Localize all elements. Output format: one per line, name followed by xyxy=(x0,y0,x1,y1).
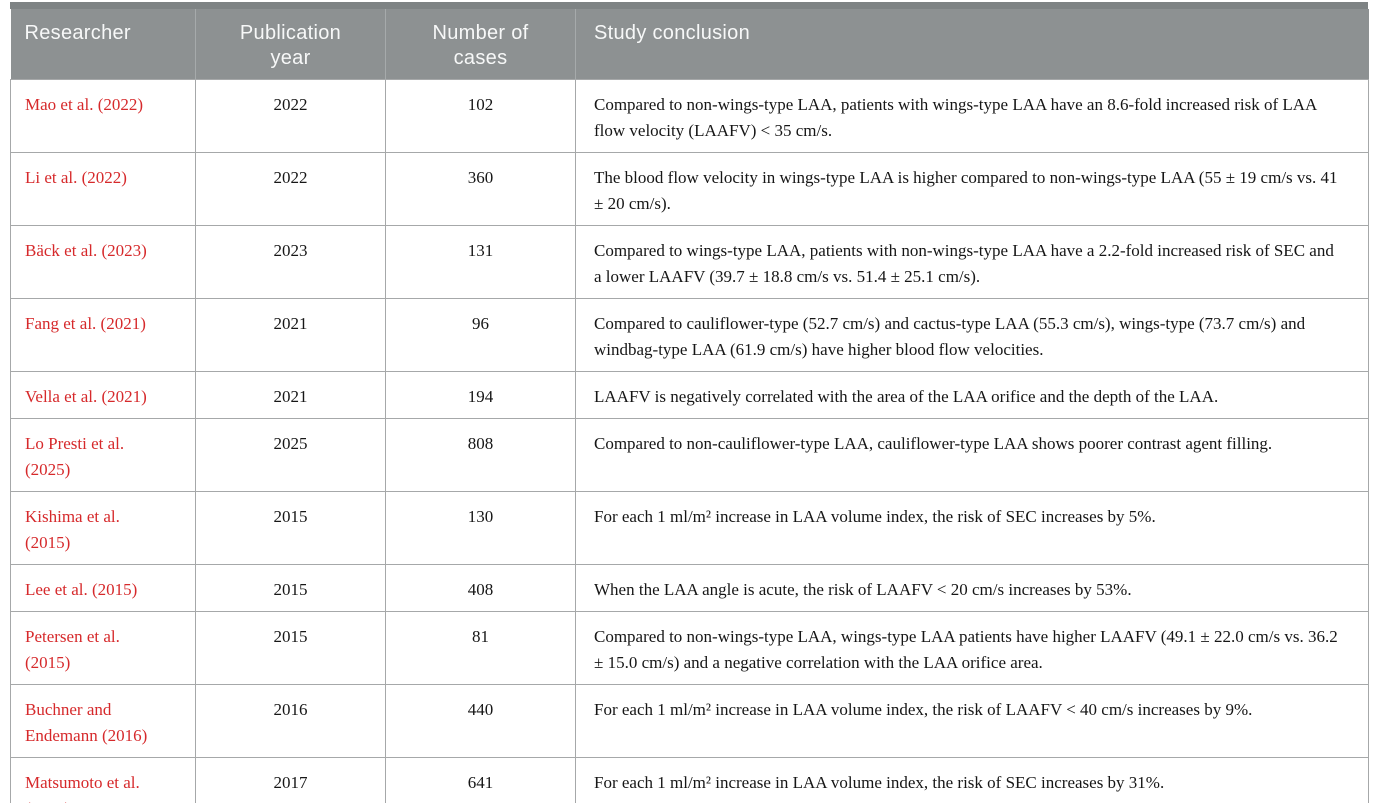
table-header-row: Researcher Publication year Number of ca… xyxy=(10,9,1369,80)
reference-link[interactable]: Bäck et al. (2023) xyxy=(25,241,147,260)
study-conclusion-cell: LAAFV is negatively correlated with the … xyxy=(575,371,1369,419)
table-row: Li et al. (2022) 2022 360 The blood flow ve… xyxy=(10,152,1369,226)
publication-year-cell: 2015 xyxy=(195,564,386,612)
study-conclusion-cell: Compared to non-wings-type LAA, patients… xyxy=(575,79,1369,153)
researcher-cell: Lee et al. (2015) xyxy=(10,564,196,612)
study-conclusion-cell: For each 1 ml/m² increase in LAA volume … xyxy=(575,491,1369,565)
researcher-cell: Buchner and Endemann (2016) xyxy=(10,684,196,758)
publication-year-cell: 2022 xyxy=(195,79,386,153)
column-header-study-conclusion: Study conclusion xyxy=(575,9,1369,80)
study-conclusion-cell: Compared to wings-type LAA, patients wit… xyxy=(575,225,1369,299)
researcher-cell: Mao et al. (2022) xyxy=(10,79,196,153)
table-row: Buchner and Endemann (2016) 2016 440 For ea… xyxy=(10,684,1369,758)
reference-link[interactable]: Petersen et al. (2015) xyxy=(25,627,120,672)
researcher-cell: Fang et al. (2021) xyxy=(10,298,196,372)
column-header-publication-year: Publication year xyxy=(195,9,386,80)
study-conclusion-cell: When the LAA angle is acute, the risk of… xyxy=(575,564,1369,612)
reference-link[interactable]: Fang et al. (2021) xyxy=(25,314,146,333)
table-row: Kishima et al. (2015) 2015 130 For each 1 m… xyxy=(10,491,1369,565)
number-of-cases-cell: 808 xyxy=(385,418,576,492)
researcher-cell: Matsumoto et al. (2017) xyxy=(10,757,196,803)
number-of-cases-cell: 102 xyxy=(385,79,576,153)
study-conclusion-cell: For each 1 ml/m² increase in LAA volume … xyxy=(575,684,1369,758)
researcher-cell: Petersen et al. (2015) xyxy=(10,611,196,685)
number-of-cases-cell: 194 xyxy=(385,371,576,419)
publication-year-cell: 2022 xyxy=(195,152,386,226)
publication-year-cell: 2016 xyxy=(195,684,386,758)
column-header-researcher: Researcher xyxy=(10,9,196,80)
reference-link[interactable]: Matsumoto et al. (2017) xyxy=(25,773,140,803)
study-table: Researcher Publication year Number of ca… xyxy=(10,9,1369,803)
publication-year-cell: 2023 xyxy=(195,225,386,299)
table-body: Mao et al. (2022) 2022 102 Compared to non-… xyxy=(10,79,1369,803)
number-of-cases-cell: 131 xyxy=(385,225,576,299)
table-row: Bäck et al. (2023) 2023 131 Compared to win… xyxy=(10,225,1369,299)
researcher-cell: Kishima et al. (2015) xyxy=(10,491,196,565)
number-of-cases-cell: 408 xyxy=(385,564,576,612)
number-of-cases-cell: 96 xyxy=(385,298,576,372)
reference-link[interactable]: Kishima et al. (2015) xyxy=(25,507,120,552)
publication-year-cell: 2015 xyxy=(195,491,386,565)
table-row: Fang et al. (2021) 2021 96 Compared to caul… xyxy=(10,298,1369,372)
reference-link[interactable]: Lee et al. (2015) xyxy=(25,580,138,599)
publication-year-cell: 2021 xyxy=(195,371,386,419)
reference-link[interactable]: Mao et al. (2022) xyxy=(25,95,144,114)
publication-year-cell: 2015 xyxy=(195,611,386,685)
researcher-cell: Vella et al. (2021) xyxy=(10,371,196,419)
table-row: Lee et al. (2015) 2015 408 When the LAA ang… xyxy=(10,564,1369,612)
number-of-cases-cell: 641 xyxy=(385,757,576,803)
study-conclusion-cell: The blood flow velocity in wings-type LA… xyxy=(575,152,1369,226)
researcher-cell: Bäck et al. (2023) xyxy=(10,225,196,299)
study-table-container: Researcher Publication year Number of ca… xyxy=(10,2,1369,803)
number-of-cases-cell: 81 xyxy=(385,611,576,685)
number-of-cases-cell: 360 xyxy=(385,152,576,226)
table-top-strip xyxy=(10,2,1368,9)
column-header-number-of-cases: Number of cases xyxy=(385,9,576,80)
table-row: Lo Presti et al. (2025) 2025 808 Compared t… xyxy=(10,418,1369,492)
number-of-cases-cell: 130 xyxy=(385,491,576,565)
table-row: Mao et al. (2022) 2022 102 Compared to non-… xyxy=(10,79,1369,153)
study-conclusion-cell: Compared to non-wings-type LAA, wings-ty… xyxy=(575,611,1369,685)
table-row: Petersen et al. (2015) 2015 81 Compared to … xyxy=(10,611,1369,685)
study-conclusion-cell: Compared to cauliflower-type (52.7 cm/s)… xyxy=(575,298,1369,372)
reference-link[interactable]: Vella et al. (2021) xyxy=(25,387,147,406)
study-conclusion-cell: For each 1 ml/m² increase in LAA volume … xyxy=(575,757,1369,803)
researcher-cell: Li et al. (2022) xyxy=(10,152,196,226)
publication-year-cell: 2017 xyxy=(195,757,386,803)
table-row: Vella et al. (2021) 2021 194 LAAFV is negat… xyxy=(10,371,1369,419)
reference-link[interactable]: Buchner and Endemann (2016) xyxy=(25,700,148,745)
number-of-cases-cell: 440 xyxy=(385,684,576,758)
study-conclusion-cell: Compared to non-cauliflower-type LAA, ca… xyxy=(575,418,1369,492)
publication-year-cell: 2025 xyxy=(195,418,386,492)
reference-link[interactable]: Lo Presti et al. (2025) xyxy=(25,434,125,479)
researcher-cell: Lo Presti et al. (2025) xyxy=(10,418,196,492)
publication-year-cell: 2021 xyxy=(195,298,386,372)
reference-link[interactable]: Li et al. (2022) xyxy=(25,168,127,187)
